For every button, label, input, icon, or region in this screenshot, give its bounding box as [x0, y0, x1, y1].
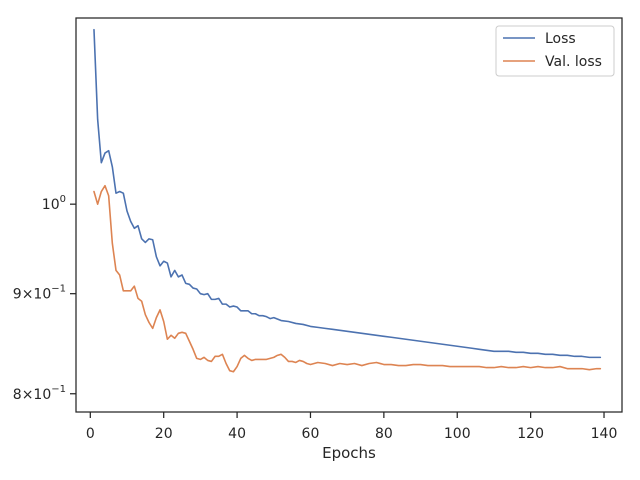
x-tick-label: 20 [155, 426, 173, 442]
x-tick-label: 100 [444, 426, 471, 442]
y-tick-label: 8×10−1 [13, 384, 66, 403]
x-axis-label: Epochs [322, 444, 376, 462]
plot-frame [75, 17, 623, 413]
tick-layer: 0 20 40 60 80 100 120 140 100 9×10−1 8×10−1 [13, 194, 618, 442]
series-line-loss [93, 28, 602, 359]
x-tick-label: 140 [591, 426, 618, 442]
x-tick-label: 60 [302, 426, 320, 442]
x-tick-label: 80 [375, 426, 393, 442]
y-tick-label: 9×10−1 [13, 284, 66, 303]
x-tick-label: 120 [517, 426, 544, 442]
legend-label-val-loss: Val. loss [545, 54, 602, 70]
legend: Loss Val. loss [495, 25, 615, 77]
y-tick-label: 100 [42, 194, 66, 213]
series-layer [93, 28, 602, 373]
x-tick-label: 0 [86, 426, 95, 442]
series-line-val-loss [93, 184, 602, 373]
x-tick-label: 40 [228, 426, 246, 442]
legend-label-loss: Loss [545, 31, 576, 47]
